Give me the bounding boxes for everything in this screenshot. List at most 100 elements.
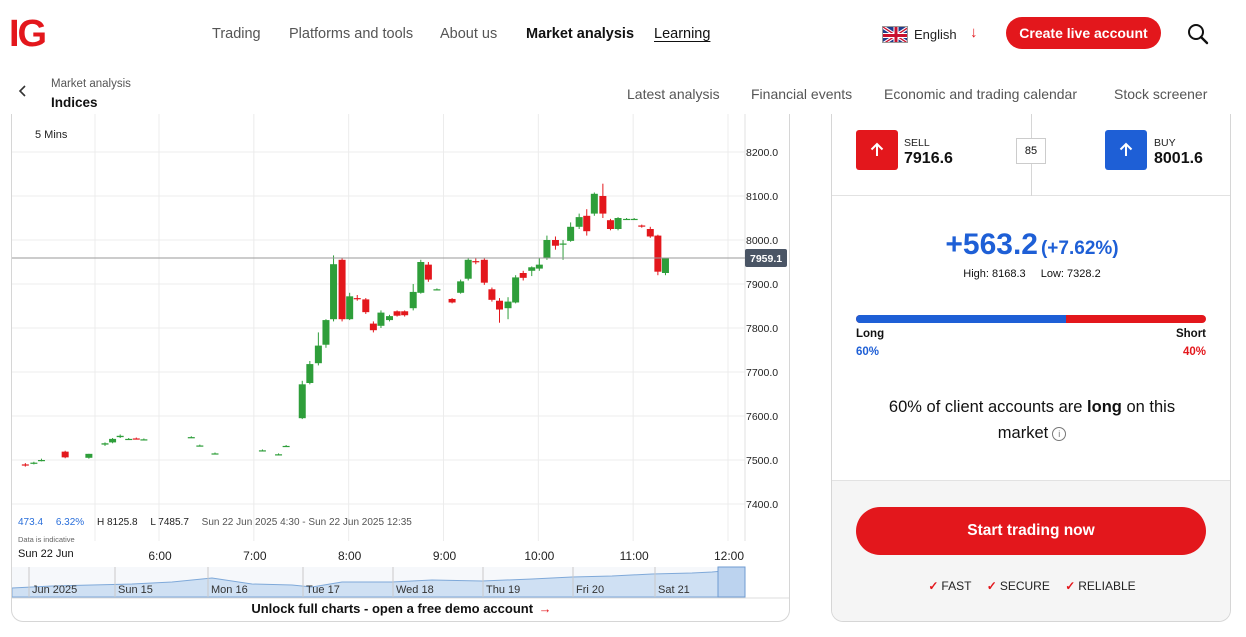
candle-body	[543, 240, 551, 258]
navigator-label: Thu 19	[486, 584, 520, 596]
candle-body	[21, 464, 29, 466]
info-icon[interactable]: i	[1052, 427, 1067, 441]
sentiment-bar	[856, 315, 1206, 323]
sell-price: 7916.6	[904, 150, 953, 167]
link-economic-calendar[interactable]: Economic and trading calendar	[884, 86, 1078, 102]
nav-trading[interactable]: Trading	[212, 26, 261, 42]
candle-body	[353, 298, 361, 300]
nav-platforms[interactable]: Platforms and tools	[289, 26, 414, 42]
navigator-label: Wed 18	[396, 584, 434, 596]
nav-learning[interactable]: Learning	[654, 26, 711, 42]
language-arrow-icon[interactable]: ↓	[970, 24, 978, 41]
candle-body	[567, 226, 575, 241]
timeframe-label[interactable]: 5 Mins	[35, 129, 68, 141]
stat-high: H 8125.8	[96, 517, 138, 528]
arrow-up-icon	[870, 142, 884, 156]
candle-body	[464, 259, 472, 279]
candle-body	[457, 281, 465, 293]
breadcrumb-parent[interactable]: Market analysis	[51, 78, 131, 90]
candle-body	[30, 462, 38, 464]
candle-body	[472, 261, 480, 263]
nav-market-analysis[interactable]: Market analysis	[526, 26, 635, 42]
candle-body	[646, 229, 654, 237]
change-percent: (+7.62%)	[1040, 238, 1119, 259]
link-stock-screener[interactable]: Stock screener	[1114, 86, 1208, 102]
sub-navigation: Market analysis Indices Latest analysis …	[0, 72, 1246, 112]
candle-body	[298, 384, 306, 419]
y-tick-label: 7600.0	[746, 411, 778, 423]
x-tick-label: 10:00	[524, 549, 554, 563]
short-label: Short	[1175, 328, 1206, 340]
candle-body	[590, 193, 598, 214]
candle-body	[314, 345, 322, 364]
back-chevron-icon[interactable]	[16, 84, 30, 98]
candlestick-chart[interactable]: 8200.0 8100.0 8000.0 7900.0 7800.0 7700.0 7600…	[12, 114, 790, 622]
current-price-tag	[745, 248, 787, 267]
price-chart-card: 8200.0 8100.0 8000.0 7900.0 7800.0 7700.0 7600…	[11, 114, 790, 622]
sentence-part-c: on this market	[997, 398, 1176, 442]
navigator-label: Fri 20	[576, 584, 604, 596]
candle-body	[661, 258, 669, 273]
link-financial-events[interactable]: Financial events	[751, 86, 853, 102]
page-title: Indices	[51, 95, 98, 110]
sentiment-long-fill	[856, 315, 1066, 323]
candle-body	[528, 267, 536, 271]
link-latest-analysis[interactable]: Latest analysis	[627, 86, 720, 102]
search-icon[interactable]	[1186, 22, 1210, 46]
candle-body	[401, 311, 409, 316]
sell-button[interactable]	[856, 130, 898, 170]
candle-body	[654, 235, 662, 272]
deal-row: SELL 7916.6 85 BUY 8001.6	[832, 114, 1230, 196]
unlock-charts-link[interactable]: Unlock full charts - open a free demo ac…	[12, 601, 789, 616]
navigator-label: Tue 17	[306, 584, 340, 596]
candle-body	[306, 364, 314, 383]
ig-logo[interactable]: IG	[9, 13, 47, 55]
y-tick-label: 7500.0	[746, 455, 778, 467]
x-tick-label: 6:00	[148, 549, 172, 563]
candle-body	[393, 311, 401, 316]
candle-body	[282, 445, 290, 448]
candle-body	[638, 225, 646, 227]
y-tick-label: 8200.0	[746, 147, 778, 159]
buy-button[interactable]	[1105, 130, 1147, 170]
candle-body	[85, 453, 93, 458]
arrow-right-icon: →	[538, 601, 552, 616]
navigator-label: Sat 21	[658, 584, 690, 596]
candle-body	[606, 220, 614, 229]
candle-body	[258, 450, 266, 452]
day-low: Low: 7328.2	[1040, 268, 1101, 280]
x-tick-label: 11:00	[620, 549, 649, 563]
x-tick-label: 8:00	[338, 549, 362, 563]
candle-body	[125, 438, 133, 441]
candle-body	[519, 273, 527, 278]
start-trading-button[interactable]: Start trading now	[856, 507, 1206, 555]
candle-body	[504, 301, 512, 309]
stat-change: 473.4	[18, 517, 44, 528]
current-price-label: 7959.1	[750, 253, 782, 265]
candle-body	[599, 196, 607, 214]
y-tick-label: 7800.0	[746, 323, 778, 335]
long-percent: 60%	[856, 346, 880, 358]
day-high: High: 8168.3	[963, 268, 1026, 280]
spread-value: 85	[1016, 138, 1046, 164]
stat-low: L 7485.7	[150, 517, 189, 528]
check-icon: ✓	[986, 579, 997, 593]
candle-body	[61, 451, 69, 458]
nav-about-us[interactable]: About us	[440, 26, 498, 42]
create-live-account-button[interactable]: Create live account	[1006, 17, 1161, 49]
candle-body	[322, 320, 330, 345]
navigator-window	[717, 566, 746, 598]
candle-body	[409, 291, 417, 309]
sentiment-sentence: 60% of client accounts are long on this …	[862, 394, 1202, 446]
buy-price: 8001.6	[1154, 150, 1203, 167]
candle-body	[377, 312, 385, 326]
candle-body	[630, 218, 638, 221]
feature-list: ✓ FAST ✓ SECURE ✓ RELIABLE	[832, 579, 1230, 593]
candle-body	[496, 300, 504, 310]
arrow-up-icon	[1119, 142, 1133, 156]
cta-area: Start trading now ✓ FAST ✓ SECURE ✓ RELIABL…	[832, 480, 1230, 621]
candle-body	[346, 296, 354, 320]
language-selector[interactable]: English	[882, 24, 957, 44]
candle-body	[140, 439, 148, 441]
candle-body	[37, 460, 45, 462]
